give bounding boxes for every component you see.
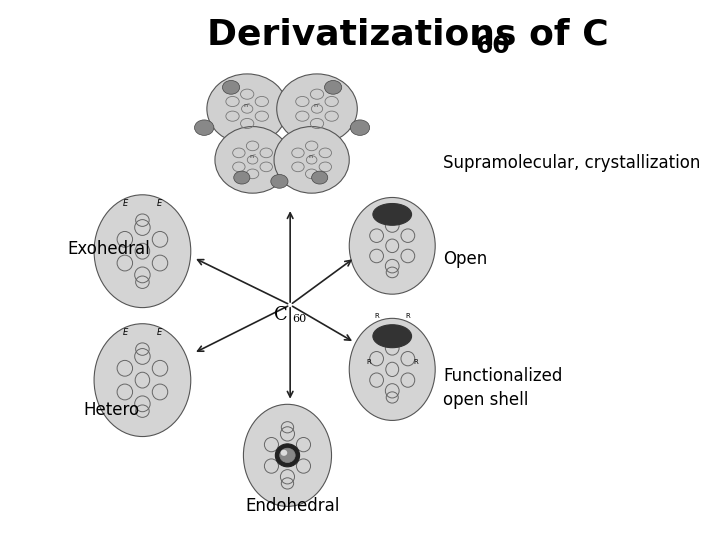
Ellipse shape — [194, 120, 214, 136]
Text: n⁻: n⁻ — [313, 103, 320, 108]
Ellipse shape — [349, 198, 435, 294]
Ellipse shape — [207, 74, 287, 144]
Ellipse shape — [271, 174, 288, 188]
Text: 60: 60 — [293, 314, 307, 324]
Text: C: C — [274, 306, 287, 323]
Ellipse shape — [351, 120, 369, 136]
Text: Endohedral: Endohedral — [246, 497, 340, 515]
Text: Supramolecular, crystallization: Supramolecular, crystallization — [444, 153, 701, 172]
Text: Exohedral: Exohedral — [67, 240, 150, 258]
Ellipse shape — [373, 204, 412, 225]
Ellipse shape — [274, 126, 349, 193]
Text: 60: 60 — [475, 33, 510, 58]
Ellipse shape — [215, 126, 290, 193]
Ellipse shape — [349, 319, 435, 421]
Text: Derivatizations of C: Derivatizations of C — [207, 17, 608, 51]
Text: Hetero: Hetero — [84, 401, 140, 418]
Text: Open: Open — [444, 250, 487, 268]
Ellipse shape — [275, 444, 300, 467]
Ellipse shape — [312, 171, 328, 184]
Ellipse shape — [243, 404, 331, 507]
Text: R: R — [405, 313, 410, 319]
Ellipse shape — [280, 448, 295, 462]
Text: E: E — [123, 328, 128, 336]
Text: n⁻: n⁻ — [243, 103, 251, 108]
Ellipse shape — [222, 80, 240, 94]
Text: R: R — [366, 359, 371, 364]
Text: R: R — [375, 313, 379, 319]
Ellipse shape — [276, 74, 357, 144]
Text: n⁻: n⁻ — [308, 154, 315, 159]
Ellipse shape — [234, 171, 250, 184]
Text: E: E — [157, 328, 162, 336]
Text: n⁻: n⁻ — [249, 154, 256, 159]
Text: Functionalized
open shell: Functionalized open shell — [444, 367, 562, 409]
Text: E: E — [123, 199, 128, 208]
Ellipse shape — [94, 323, 191, 436]
Ellipse shape — [373, 325, 412, 348]
Ellipse shape — [325, 80, 342, 94]
Ellipse shape — [94, 195, 191, 308]
Ellipse shape — [281, 450, 287, 456]
Text: E: E — [157, 199, 162, 208]
Text: R: R — [413, 359, 418, 364]
